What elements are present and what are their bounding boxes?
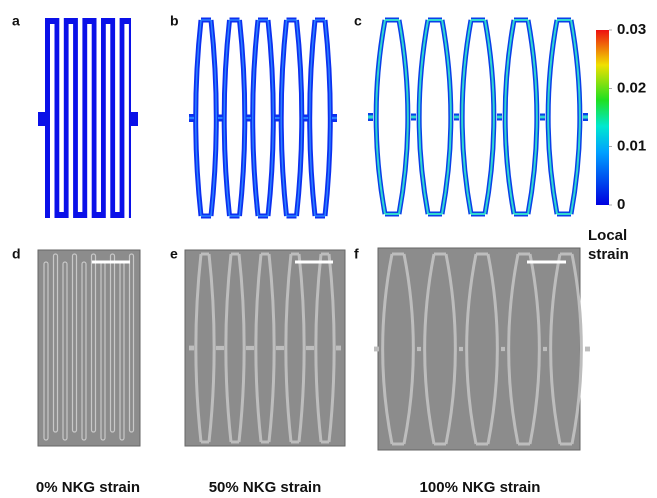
panel-label: e (170, 246, 178, 262)
panel-label: d (12, 246, 21, 262)
micro-structure (549, 252, 583, 446)
structure-highlight (461, 19, 495, 215)
slot (96, 18, 101, 212)
structure-highlight (194, 19, 218, 217)
micro-slot (81, 261, 87, 441)
slot (124, 24, 129, 218)
micrograph (184, 249, 346, 447)
colorbar-tick-label: 0.03 (617, 21, 646, 38)
structure-highlight (251, 19, 275, 217)
micro-structure (465, 252, 499, 446)
slot (115, 18, 120, 212)
micro-slot (52, 253, 59, 433)
caption: 100% NKG strain (420, 479, 541, 496)
micro-slot (109, 253, 116, 433)
colorbar-tick-label: 0 (617, 196, 625, 213)
slot (68, 24, 74, 218)
caption: 50% NKG strain (209, 479, 322, 496)
micro-structure (507, 252, 541, 446)
micro-slot (43, 261, 49, 441)
panel-label: a (12, 13, 20, 29)
structure-highlight (308, 19, 332, 217)
micro-structure (254, 252, 276, 444)
panel-label: f (354, 246, 359, 262)
colorbar (596, 30, 609, 205)
micro-structure (194, 252, 216, 444)
slot (59, 18, 64, 212)
structure-highlight (504, 19, 538, 215)
structure-highlight (418, 19, 452, 215)
micro-slot (62, 261, 68, 441)
structure-highlight (375, 19, 409, 215)
panel-label: c (354, 13, 362, 29)
micro-slot (90, 253, 97, 433)
slot (87, 24, 92, 218)
colorbar-tick-label: 0.02 (617, 79, 646, 96)
slot (77, 18, 83, 212)
slot (50, 24, 55, 218)
micro-structure (381, 252, 415, 446)
micro-structure (423, 252, 457, 446)
micro-structure (284, 252, 306, 444)
slot (105, 24, 111, 218)
structure-highlight (547, 19, 581, 215)
micro-structure (314, 252, 336, 444)
micro-slot (71, 253, 78, 433)
micro-structure (224, 252, 246, 444)
panel-label: b (170, 13, 179, 29)
colorbar-label: Local strain (588, 227, 629, 263)
micro-slot (128, 253, 135, 433)
colorbar-tick-label: 0.01 (617, 138, 646, 155)
micrograph (37, 249, 141, 447)
caption: 0% NKG strain (36, 479, 140, 496)
structure-highlight (223, 19, 246, 217)
structure-highlight (280, 19, 303, 217)
